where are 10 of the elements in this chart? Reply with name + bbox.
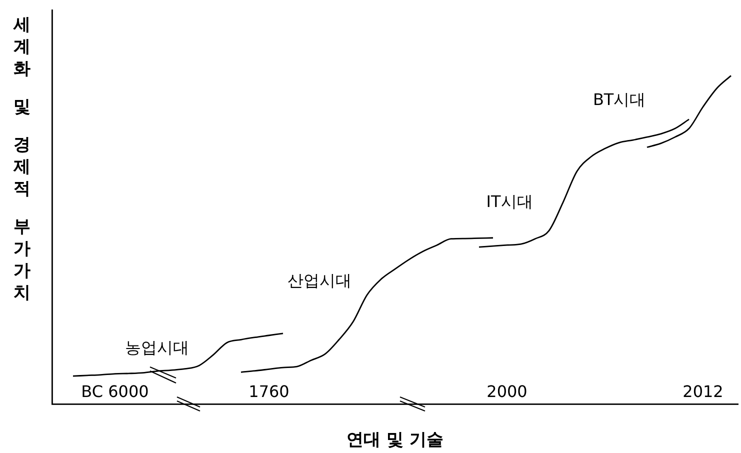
x-axis-title: 연대 및 기술 [346,429,444,451]
annotation: 농업시대 [124,338,189,357]
annotation: IT시대 [486,192,533,212]
text: 세계화 및 경제적 부가가치 [14,15,30,303]
x-tick-label: BC 6000 [81,382,149,402]
x-tick-label: 2012 [682,382,724,402]
annotation: 산업시대 [288,271,352,290]
x-tick-label: 2000 [486,382,528,402]
annotation: BT시대 [592,90,646,109]
x-tick-label: 1760 [248,382,290,402]
